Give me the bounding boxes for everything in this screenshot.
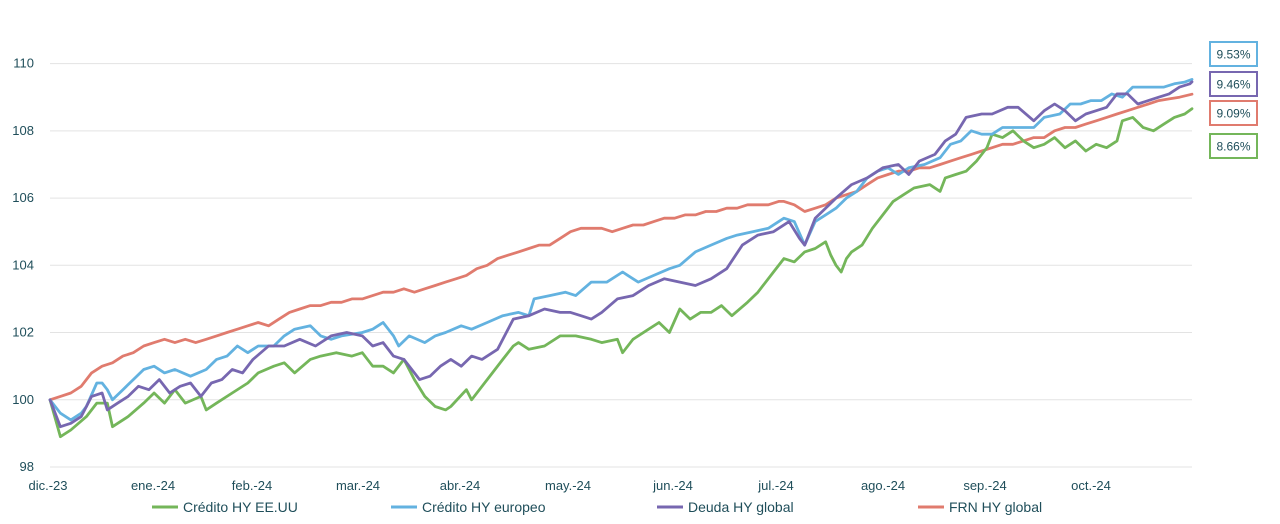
x-tick-label: jun.-24 [652,478,693,493]
end-label-box [1209,133,1258,159]
end-value-label: 9.46% [1209,71,1258,97]
y-tick-label: 100 [12,392,34,407]
end-value-labels: 9.53% 9.46% 9.09% 8.66% [1209,41,1258,159]
end-label-box [1209,100,1258,126]
end-value-label: 8.66% [1209,133,1258,159]
series-lines [48,78,1194,439]
series-line [48,80,1194,429]
x-tick-label: ene.-24 [131,478,175,493]
y-tick-label: 106 [12,190,34,205]
legend-label: Crédito HY europeo [422,499,546,515]
x-axis: dic.-23 ene.-24 feb.-24 mar.-24 abr.-24 may.-… [28,478,1110,493]
y-tick-label: 98 [20,459,34,474]
series-line [48,107,1194,439]
legend-label: Deuda HY global [688,499,794,515]
x-tick-label: sep.-24 [963,478,1006,493]
x-tick-label: feb.-24 [232,478,272,493]
x-tick-label: jul.-24 [757,478,793,493]
end-label-box [1209,41,1258,67]
end-label-text: 9.46% [1216,78,1250,92]
x-tick-label: dic.-23 [28,478,67,493]
legend-item: Deuda HY global [657,499,794,515]
end-label-box [1209,71,1258,97]
legend-label: Crédito HY EE.UU [183,499,298,515]
x-tick-label: may.-24 [545,478,591,493]
legend-item: Crédito HY europeo [391,499,546,515]
x-tick-label: abr.-24 [440,478,480,493]
y-tick-label: 102 [12,325,34,340]
legend-label: FRN HY global [949,499,1042,515]
x-tick-label: ago.-24 [861,478,905,493]
end-label-text: 8.66% [1216,140,1250,154]
series-line [48,78,1194,422]
x-tick-label: oct.-24 [1071,478,1111,493]
series-line [48,92,1194,402]
y-tick-label: 108 [12,123,34,138]
end-label-text: 9.09% [1216,107,1250,121]
y-axis: 98 100 102 104 106 108 110 [12,56,34,474]
end-label-text: 9.53% [1216,48,1250,62]
end-value-label: 9.53% [1209,41,1258,67]
legend-item: FRN HY global [918,499,1042,515]
legend: Crédito HY EE.UU Crédito HY europeo Deuda … [152,499,1042,515]
y-tick-label: 110 [13,56,34,71]
legend-item: Crédito HY EE.UU [152,499,298,515]
end-value-label: 9.09% [1209,100,1258,126]
y-tick-label: 104 [12,257,34,272]
x-tick-label: mar.-24 [336,478,380,493]
horizontal-gridlines [50,63,1192,468]
